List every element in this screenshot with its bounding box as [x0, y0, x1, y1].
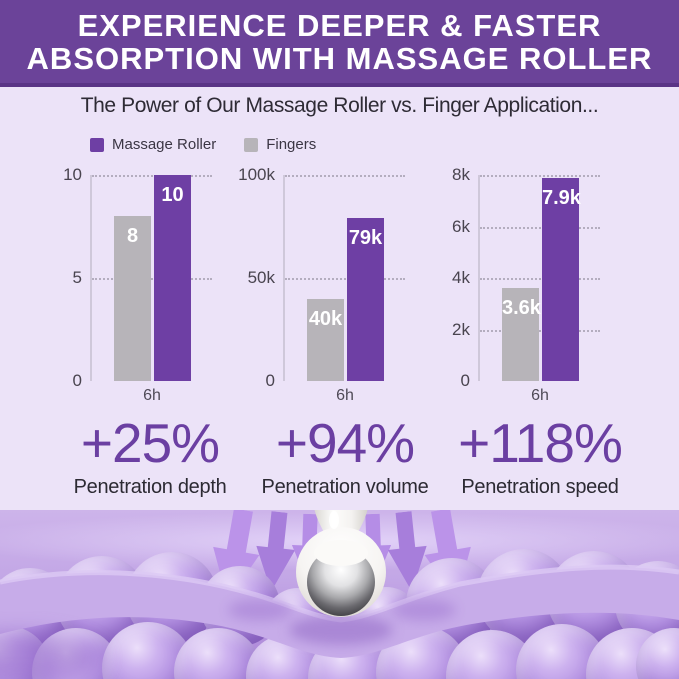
y-tick-label: 0	[460, 371, 470, 390]
legend-swatch-gray-icon	[244, 137, 259, 152]
gridline	[92, 175, 212, 177]
bar-fingers: 3.6k	[502, 288, 541, 381]
skin-absorption-illustration	[0, 510, 679, 679]
bar-fingers: 8	[114, 216, 151, 381]
y-tick-label: 100k	[238, 165, 275, 184]
legend-label: Massage Roller	[112, 136, 217, 153]
legend-item-massage-roller: Massage Roller	[90, 136, 216, 153]
y-tick-label: 6k	[452, 217, 470, 236]
stat-value: +118%	[458, 412, 623, 474]
gridline	[480, 278, 600, 280]
bar-value-label: 40k	[308, 308, 343, 330]
stat-label: Penetration speed	[461, 476, 619, 498]
stat-penetration-depth: +25% Penetration depth	[20, 414, 280, 499]
bar-fingers: 40k	[307, 299, 344, 381]
stat-penetration-speed: +118% Penetration speed	[410, 414, 670, 499]
x-tick-label: 6h	[336, 387, 354, 404]
bar-value-label: 7.9k	[542, 187, 581, 209]
bar-value-label: 8	[126, 225, 139, 247]
y-tick-label: 10	[63, 165, 82, 184]
bar-chart-penetration-depth: 0 5 10 8 10 6h	[63, 165, 212, 404]
legend-swatch-purple-icon	[90, 137, 104, 152]
bar-group: 40k 79k	[307, 218, 384, 381]
bar-group: 8 10	[114, 175, 191, 381]
gridline	[480, 175, 600, 177]
page-title-line2: ABSORPTION WITH MASSAGE ROLLER	[26, 40, 653, 76]
bar-value-label: 3.6k	[502, 297, 541, 319]
gridline	[285, 278, 405, 280]
stat-penetration-volume: +94% Penetration volume	[215, 414, 475, 499]
stat-label: Penetration volume	[261, 476, 429, 498]
bar-value-label: 10	[161, 184, 184, 206]
y-tick-label: 5	[72, 268, 82, 287]
bar-value-label: 79k	[348, 227, 383, 249]
x-tick-label: 6h	[531, 387, 549, 404]
page-title-line1: EXPERIENCE DEEPER & FASTER	[77, 7, 602, 43]
bar-massage-roller: 7.9k	[542, 178, 581, 381]
legend-label: Fingers	[266, 136, 317, 153]
y-tick-label: 2k	[452, 320, 470, 339]
x-tick-label: 6h	[143, 387, 161, 404]
legend-item-fingers: Fingers	[244, 136, 316, 153]
bar-chart-penetration-speed: 0 2k 4k 6k 8k 3.6k 7.9k 6h	[452, 165, 600, 404]
massage-roller-ball-icon	[296, 510, 386, 617]
gridline	[92, 278, 212, 280]
y-tick-label: 8k	[452, 165, 470, 184]
y-tick-label: 0	[72, 371, 82, 390]
stat-label: Penetration depth	[73, 476, 227, 498]
y-tick-label: 4k	[452, 268, 470, 287]
y-tick-label: 0	[265, 371, 275, 390]
header-banner: EXPERIENCE DEEPER & FASTER ABSORPTION WI…	[0, 0, 679, 87]
bar-group: 3.6k 7.9k	[502, 178, 581, 381]
bar-massage-roller: 10	[154, 175, 191, 381]
chart-subtitle: The Power of Our Massage Roller vs. Fing…	[80, 94, 599, 117]
chart-legend: Massage Roller Fingers	[90, 136, 316, 153]
bar-massage-roller: 79k	[347, 218, 384, 381]
gridline	[285, 175, 405, 177]
stat-value: +94%	[275, 412, 415, 474]
stat-value: +25%	[80, 412, 220, 474]
bar-chart-penetration-volume: 0 50k 100k 40k 79k 6h	[238, 165, 405, 404]
y-tick-label: 50k	[247, 268, 275, 287]
gridline	[480, 227, 600, 229]
gridline	[480, 330, 600, 332]
